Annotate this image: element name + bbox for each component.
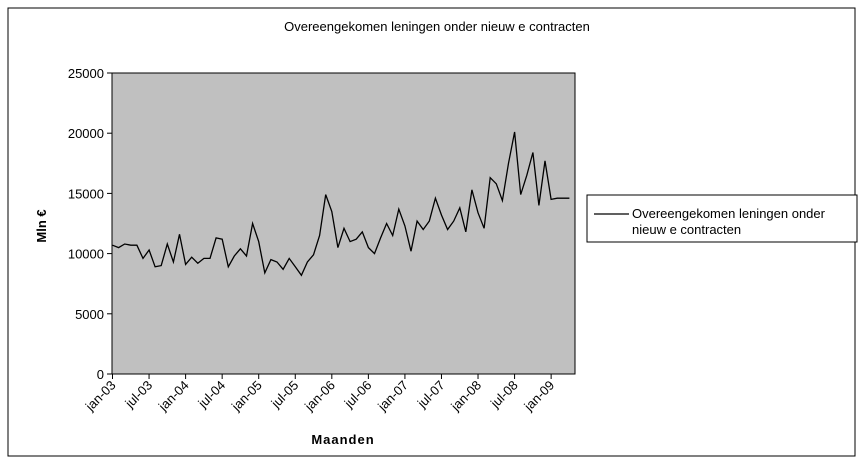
series-line [112, 131, 570, 277]
y-tick-label: 20000 [68, 126, 104, 141]
y-tick-label: 0 [97, 367, 104, 382]
y-tick-label: 5000 [75, 307, 104, 322]
legend-label: Overeengekomen leningen onder nieuw e co… [632, 206, 825, 237]
x-axis-title: Maanden [311, 432, 374, 447]
y-tick-label: 15000 [68, 186, 104, 201]
legend-box [586, 194, 858, 243]
chart-title: Overeengekomen leningen onder nieuw e co… [284, 19, 590, 34]
y-tick-label: 25000 [68, 66, 104, 81]
y-tick-label: 10000 [68, 247, 104, 262]
y-axis-title: Mln € [34, 209, 49, 242]
plot-area [111, 72, 576, 375]
